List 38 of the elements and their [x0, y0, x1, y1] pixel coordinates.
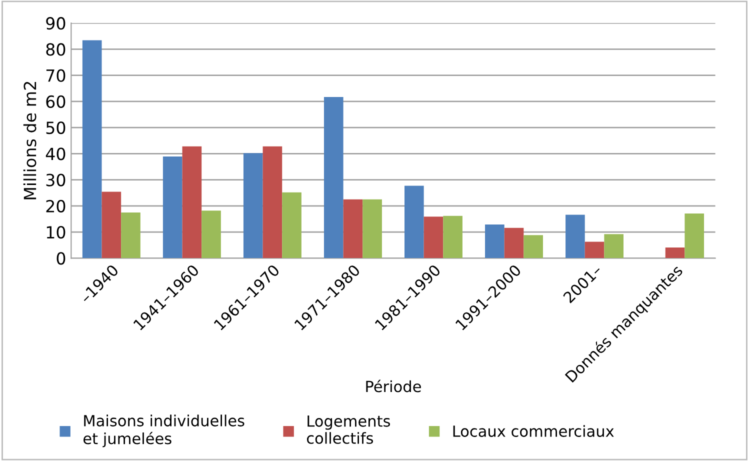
bar [584, 242, 604, 258]
y-tick-label: 20 [46, 200, 66, 212]
bar [243, 153, 263, 258]
y-tick-label: 70 [46, 69, 66, 82]
legend-label: Locaux commerciaux [453, 425, 614, 437]
bar [504, 228, 524, 258]
bar [485, 224, 504, 258]
bar [665, 247, 685, 258]
bar [282, 192, 302, 258]
bar [604, 234, 624, 258]
bar [566, 214, 585, 258]
y-tick-label: 30 [46, 174, 66, 186]
bar [82, 40, 102, 258]
bar [524, 235, 543, 258]
y-tick-label: 40 [46, 148, 66, 160]
bar [404, 186, 424, 258]
legend-label: Logements collectifs [306, 415, 390, 444]
bar [684, 213, 704, 258]
x-axis-title: Période [366, 380, 421, 392]
bar [362, 199, 382, 258]
bar [182, 146, 202, 258]
bar [262, 146, 282, 258]
y-tick-label: 60 [46, 95, 66, 108]
bar [102, 192, 122, 258]
bar [343, 199, 363, 258]
y-tick-label: 10 [46, 226, 66, 239]
y-tick-label: 90 [46, 17, 66, 30]
bar [202, 210, 221, 258]
y-tick-label: 0 [56, 252, 66, 265]
bar [424, 216, 444, 258]
y-tick-label: 50 [46, 122, 66, 134]
legend-label: Maisons individuelles et jumelées [83, 414, 244, 448]
y-tick-label: 80 [46, 43, 66, 56]
bar [162, 156, 182, 258]
bar [121, 212, 140, 258]
bar [443, 216, 462, 258]
y-axis-title: Millions de m2 [23, 82, 36, 200]
bar [324, 96, 344, 258]
